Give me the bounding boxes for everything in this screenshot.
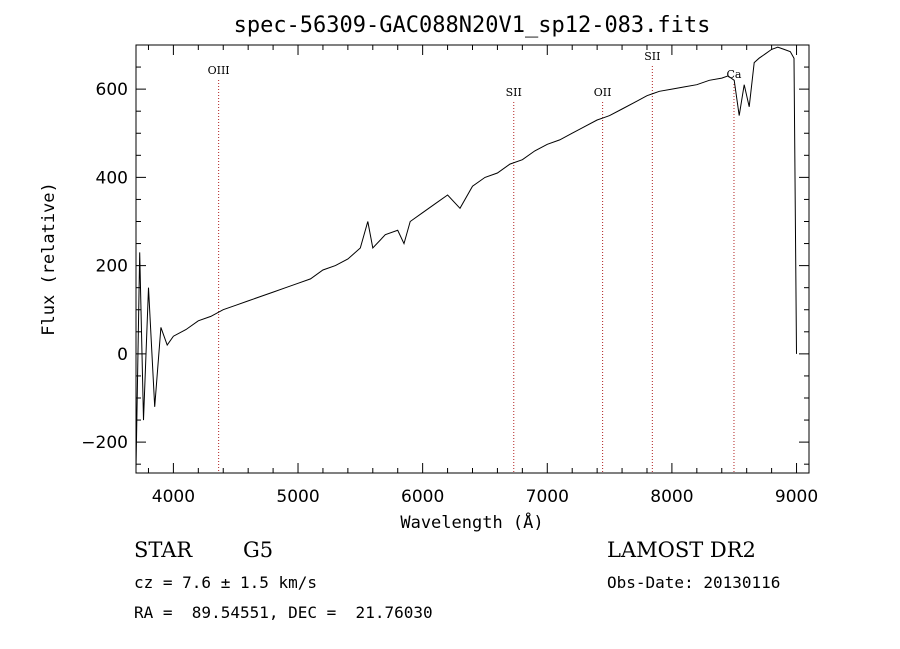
spectrum-line [135, 46, 797, 469]
chart-title: spec-56309-GAC088N20V1_sp12-083.fits [234, 13, 711, 38]
x-tick-label: 9000 [775, 487, 818, 507]
spectral-line-label: OII [594, 86, 612, 99]
spectral-line-label: SII [506, 86, 522, 99]
object-subclass: G5 [243, 538, 274, 562]
object-class: STAR [134, 538, 193, 562]
spectral-line-label: OIII [208, 64, 230, 77]
observation-date: Obs-Date: 20130116 [607, 573, 781, 592]
x-axis-label: Wavelength (Å) [400, 511, 543, 533]
survey-name: LAMOST DR2 [607, 538, 756, 562]
x-tick-label: 8000 [650, 487, 693, 507]
y-tick-label: 200 [96, 257, 128, 277]
spectral-line-markers: OIII SII OII SII Ca [208, 50, 742, 473]
y-axis-label: Flux (relative) [39, 182, 59, 336]
y-axis-ticks: −200 0 200 400 600 [81, 44, 809, 465]
x-axis-ticks: 4000 5000 6000 7000 8000 9000 [147, 45, 818, 507]
y-tick-label: −200 [81, 433, 128, 453]
y-tick-label: 600 [96, 80, 128, 100]
redshift-cz: cz = 7.6 ± 1.5 km/s [134, 573, 318, 592]
spectral-line-label: Ca [726, 68, 741, 81]
x-tick-label: 5000 [276, 487, 319, 507]
y-tick-label: 0 [117, 345, 128, 365]
y-tick-label: 400 [96, 168, 128, 188]
x-tick-label: 4000 [152, 487, 195, 507]
plot-frame [135, 44, 810, 474]
ra-dec: RA = 89.54551, DEC = 21.76030 [134, 603, 433, 622]
x-tick-label: 6000 [401, 487, 444, 507]
spectral-line-label: SII [644, 50, 660, 63]
x-tick-label: 7000 [526, 487, 569, 507]
